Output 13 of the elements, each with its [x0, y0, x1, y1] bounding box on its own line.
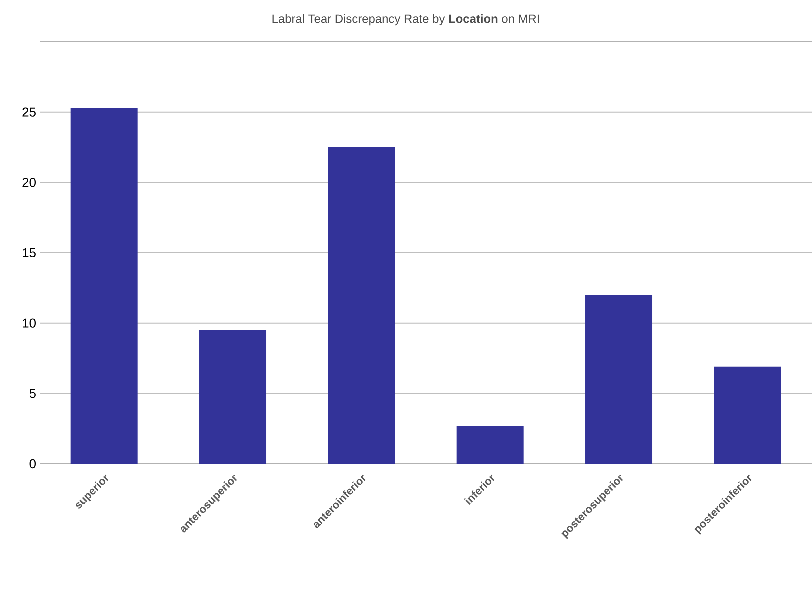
y-tick-label: 5: [30, 389, 36, 398]
bar: [70, 108, 138, 464]
y-tick-label: 20: [22, 178, 36, 188]
bar: [328, 147, 396, 464]
y-tick-label: 0: [30, 459, 36, 469]
y-tick-label: 10: [23, 318, 36, 328]
bar: [714, 366, 782, 464]
y-tick-label: 15: [23, 248, 36, 258]
bar: [586, 295, 653, 464]
chart-title: Labral Tear Discrepancy Rate by Location on MRI: [272, 14, 540, 26]
bar: [200, 330, 267, 464]
y-tick-label: 25: [22, 108, 36, 117]
bar: [456, 426, 524, 464]
